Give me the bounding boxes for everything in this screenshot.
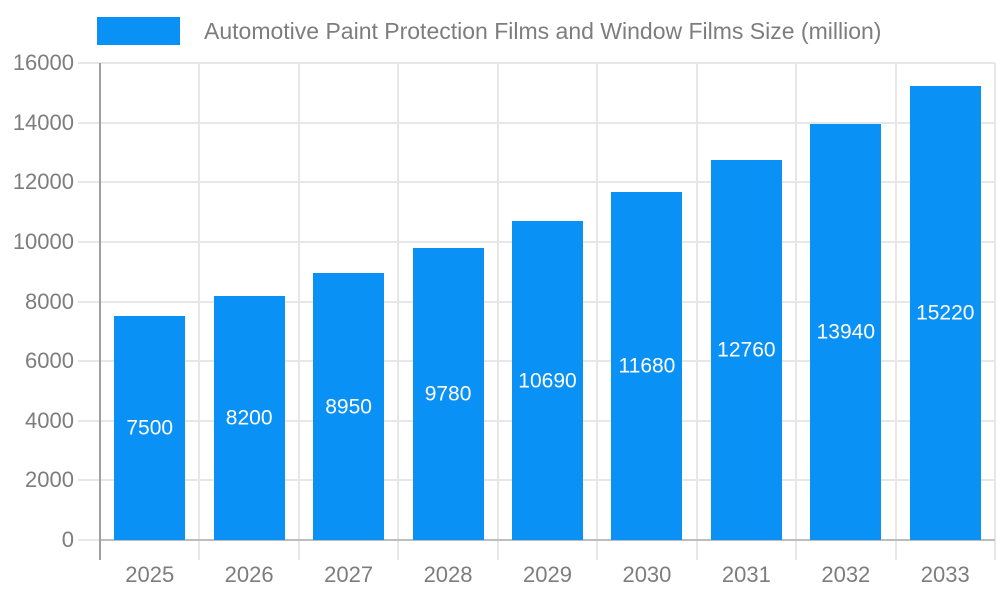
- x-gridline: [297, 63, 300, 540]
- y-tick-label: 10000: [12, 228, 74, 254]
- x-gridline: [397, 63, 400, 540]
- x-tick-label: 2030: [622, 562, 672, 587]
- bar-value-label: 13940: [816, 320, 876, 344]
- bar-value-label: 8950: [325, 395, 372, 419]
- y-gridline: [78, 181, 995, 184]
- bar-value-label: 7500: [126, 416, 174, 440]
- legend-swatch: [97, 17, 180, 45]
- x-gridline: [596, 63, 599, 540]
- x-axis-tick: [695, 540, 698, 560]
- x-gridline: [198, 63, 201, 540]
- y-tick-label: 16000: [12, 50, 74, 75]
- x-axis-tick: [397, 540, 400, 560]
- y-gridline: [78, 121, 995, 124]
- y-tick-label: 8000: [25, 288, 74, 314]
- x-axis-tick: [894, 540, 897, 560]
- x-axis-tick: [297, 540, 300, 560]
- x-tick-label: 2028: [423, 562, 473, 587]
- bar-value-label: 10690: [518, 369, 577, 393]
- bar-value-label: 11680: [618, 354, 676, 378]
- x-axis-tick: [198, 540, 201, 560]
- bar: 7500: [114, 316, 186, 540]
- bar: 10690: [512, 221, 583, 540]
- x-gridline: [994, 63, 996, 540]
- x-tick-label: 2029: [523, 562, 572, 587]
- x-tick-label: 2026: [224, 562, 274, 587]
- y-tick-label: 6000: [25, 348, 74, 374]
- bar-value-label: 9780: [424, 382, 472, 406]
- x-axis-tick: [496, 540, 499, 560]
- bar: 15220: [909, 86, 981, 540]
- x-tick-label: 2027: [324, 562, 374, 587]
- y-axis-tick: [78, 539, 100, 541]
- bar-value-label: 8200: [225, 406, 273, 430]
- y-gridline: [78, 62, 995, 64]
- x-tick-label: 2025: [125, 562, 175, 587]
- bar: 12760: [710, 159, 782, 540]
- y-tick-label: 0: [61, 527, 74, 552]
- x-tick-label: 2032: [821, 562, 871, 587]
- x-axis-tick: [795, 540, 798, 560]
- x-axis-line: [100, 539, 995, 541]
- bar-value-label: 12760: [717, 338, 776, 362]
- x-gridline: [795, 63, 798, 540]
- bar: 11680: [611, 191, 683, 540]
- legend-label: Automotive Paint Protection Films and Wi…: [204, 17, 882, 44]
- x-gridline: [894, 63, 897, 540]
- y-tick-label: 2000: [25, 467, 74, 493]
- y-tick-label: 4000: [25, 407, 74, 433]
- chart-legend: Automotive Paint Protection Films and Wi…: [97, 17, 881, 45]
- x-axis-tick: [994, 540, 996, 560]
- bar: 8950: [313, 273, 385, 540]
- bar: 8200: [213, 295, 285, 540]
- plot-area: 0 2000 4000 6000 8000 10000 12000 14000 16000 750…: [13, 52, 996, 586]
- x-axis-tick: [596, 540, 599, 560]
- bar: 9780: [412, 248, 484, 540]
- x-gridline: [496, 63, 499, 540]
- y-axis-line: [99, 63, 101, 560]
- bar: 13940: [810, 124, 882, 540]
- x-gridline: [695, 63, 698, 540]
- y-tick-label: 14000: [12, 109, 74, 135]
- x-tick-label: 2033: [920, 562, 970, 587]
- x-tick-label: 2031: [721, 562, 771, 587]
- y-tick-label: 12000: [12, 169, 74, 195]
- bar-value-label: 15220: [916, 301, 975, 325]
